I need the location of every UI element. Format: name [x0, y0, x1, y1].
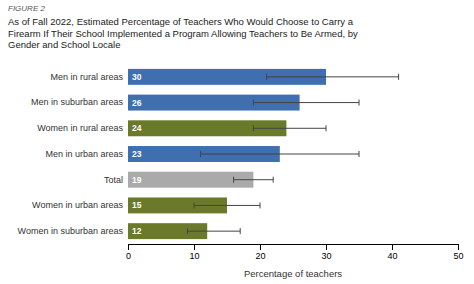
y-tick-label: Total [104, 175, 123, 185]
error-bar-cap [359, 100, 360, 106]
x-tick-label: 10 [189, 251, 199, 261]
x-tick: 40 [387, 244, 397, 261]
x-tick-label: 30 [321, 251, 331, 261]
error-bar-line [267, 76, 399, 77]
error-bar-cap [326, 125, 327, 131]
error-bar-cap [187, 228, 188, 234]
x-tick-mark [194, 244, 195, 250]
data-label: 15 [132, 200, 142, 210]
x-tick-label: 20 [255, 251, 265, 261]
error-bar-line [253, 128, 326, 129]
y-tick-label: Men in urban areas [45, 149, 123, 159]
x-tick-mark [392, 244, 393, 250]
error-bar-cap [260, 202, 261, 208]
error-bar [267, 74, 399, 80]
x-tick: 50 [453, 244, 463, 261]
y-tick-label: Women in urban areas [32, 200, 123, 210]
error-bar-line [201, 154, 359, 155]
chart: FIGURE 2 As of Fall 2022, Estimated Perce… [0, 0, 474, 284]
error-bar-cap [240, 228, 241, 234]
error-bar [253, 125, 326, 131]
y-tick: Men in suburban areas [31, 97, 128, 107]
x-axis: 0 10 20 30 40 50 [126, 244, 464, 261]
x-tick-mark [326, 244, 327, 250]
error-bar-cap [200, 151, 201, 157]
y-tick: Total [104, 175, 128, 185]
title-line: As of Fall 2022, Estimated Percentage of… [8, 16, 354, 27]
error-bar [234, 177, 274, 183]
error-bar-cap [194, 202, 195, 208]
x-tick: 10 [189, 244, 199, 261]
plot: 0 10 20 30 40 50 Men in rural areas Men in subu… [18, 69, 464, 262]
annotation: FIGURE 2 [8, 4, 45, 13]
y-tick: Women in suburban areas [18, 226, 128, 236]
y-tick: Men in rural areas [50, 72, 128, 82]
error-bar-line [234, 179, 274, 180]
error-bar [194, 202, 260, 208]
error-bar-cap [398, 74, 399, 80]
y-tick: Women in rural areas [37, 123, 128, 133]
data-label: 26 [132, 98, 142, 108]
x-tick-label: 0 [126, 251, 131, 261]
x-tick-label: 50 [453, 251, 463, 261]
x-tick: 30 [321, 244, 331, 261]
error-bar-cap [273, 177, 274, 183]
x-tick: 0 [126, 244, 131, 261]
error-bar-line [253, 102, 359, 103]
y-tick-label: Women in rural areas [37, 123, 123, 133]
x-tick-mark [128, 244, 129, 250]
y-tick-label: Men in rural areas [50, 72, 123, 82]
error-bar-cap [266, 74, 267, 80]
x-axis-line [129, 245, 459, 251]
y-axis: Men in rural areas Men in suburban areas W… [18, 72, 128, 236]
error-bar [187, 228, 240, 234]
x-tick-label: 40 [387, 251, 397, 261]
error-bar-line [187, 231, 240, 232]
marks [128, 69, 399, 239]
y-tick-label: Women in suburban areas [18, 226, 124, 236]
data-labels: 30 26 24 23 19 15 12 [132, 72, 142, 236]
x-axis-title: Percentage of teachers [244, 268, 342, 279]
data-label: 19 [132, 175, 142, 185]
title-line: Gender and School Locale [8, 39, 121, 50]
title: As of Fall 2022, Estimated Percentage of… [8, 16, 358, 50]
x-tick-mark [458, 244, 459, 250]
title-line: Firearm If Their School Implemented a Pr… [8, 28, 358, 39]
x-tick: 20 [255, 244, 265, 261]
data-label: 30 [132, 72, 142, 82]
data-label: 24 [132, 123, 142, 133]
error-bar-cap [359, 151, 360, 157]
y-tick: Men in urban areas [45, 149, 128, 159]
error-bar-cap [253, 100, 254, 106]
y-tick: Women in urban areas [32, 200, 128, 210]
error-bar-cap [253, 125, 254, 131]
error-bar-line [194, 205, 260, 206]
y-tick-label: Men in suburban areas [31, 97, 124, 107]
error-bar [201, 151, 359, 157]
data-label: 23 [132, 149, 142, 159]
data-label: 12 [132, 226, 142, 236]
error-bar-cap [233, 177, 234, 183]
x-tick-mark [260, 244, 261, 250]
error-bar [253, 100, 359, 106]
